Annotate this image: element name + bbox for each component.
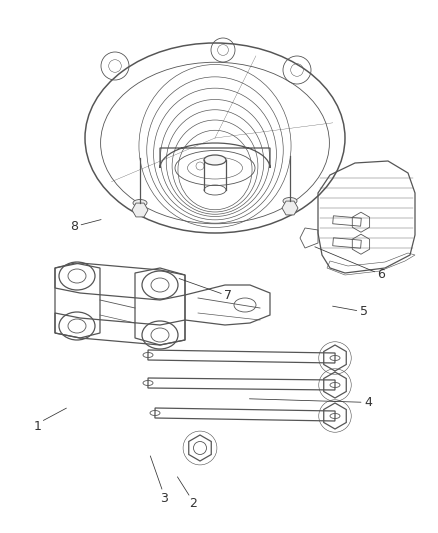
Text: 8: 8 — [71, 220, 78, 233]
Text: 6: 6 — [377, 268, 385, 281]
Ellipse shape — [133, 199, 147, 206]
Polygon shape — [132, 203, 148, 217]
Text: 5: 5 — [360, 305, 367, 318]
Ellipse shape — [283, 198, 297, 205]
Text: 7: 7 — [224, 289, 232, 302]
Polygon shape — [282, 201, 298, 215]
Ellipse shape — [204, 155, 226, 165]
Text: 3: 3 — [160, 492, 168, 505]
Text: 1: 1 — [33, 420, 41, 433]
Text: 4: 4 — [364, 396, 372, 409]
Text: 2: 2 — [189, 497, 197, 510]
